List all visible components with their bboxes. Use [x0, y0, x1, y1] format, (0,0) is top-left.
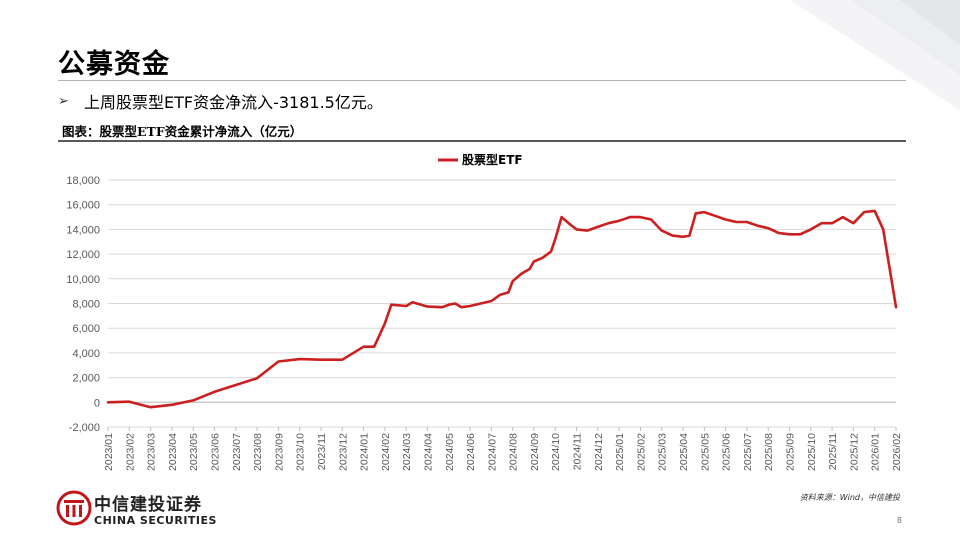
y-tick-label: -2,000 [69, 422, 100, 434]
y-tick-label: 0 [94, 397, 100, 409]
x-tick-label: 2025/02 [635, 433, 647, 471]
x-tick-label: 2023/05 [188, 433, 200, 471]
line-chart: -2,000 0 2,000 4,000 6,000 8,000 10,000 12,000 1… [66, 152, 903, 471]
x-tick-label: 2025/06 [721, 433, 733, 471]
page-title: 公募资金 [58, 49, 170, 80]
x-tick-label: 2024/12 [593, 433, 605, 471]
x-tick-label: 2023/03 [146, 433, 158, 471]
x-tick-label: 2023/07 [231, 433, 243, 471]
x-tick-label: 2025/01 [614, 433, 626, 471]
x-tick-label: 2023/02 [124, 433, 136, 471]
y-tick-label: 8,000 [72, 299, 100, 311]
x-tick-label: 2023/01 [103, 433, 115, 471]
x-tick-label: 2025/09 [785, 433, 797, 471]
y-tick-label: 18,000 [66, 175, 100, 187]
y-tick-label: 6,000 [72, 323, 100, 335]
x-tick-label: 2024/06 [465, 433, 477, 471]
chart-caption: 图表：股票型ETF资金累计净流入（亿元） [62, 124, 303, 139]
y-tick-label: 4,000 [72, 348, 100, 360]
x-tick-label: 2023/06 [209, 433, 221, 471]
x-tick-label: 2025/12 [848, 433, 860, 471]
x-tick-label: 2025/05 [699, 433, 711, 471]
x-tick-label: 2023/10 [295, 433, 307, 471]
x-tick-label: 2025/08 [763, 433, 775, 471]
legend-label: 股票型ETF [462, 152, 523, 167]
corner-decoration [790, 0, 960, 110]
x-tick-label: 2023/04 [167, 433, 179, 471]
x-tick-label: 2024/05 [444, 433, 456, 471]
bullet-text: 上周股票型ETF资金净流入-3181.5亿元。 [84, 93, 383, 112]
company-name-cn: 中信建投证券 [94, 495, 202, 515]
x-tick-label: 2023/08 [252, 433, 264, 471]
x-tick-label: 2024/04 [422, 433, 434, 471]
x-tick-label: 2024/11 [572, 433, 584, 470]
x-tick-label: 2025/03 [657, 433, 669, 471]
x-tick-label: 2026/02 [891, 433, 903, 471]
y-tick-label: 16,000 [66, 200, 100, 212]
x-tick-label: 2023/12 [337, 433, 349, 471]
arrow-bullet-icon: ➢ [58, 93, 69, 109]
x-tick-label: 2024/09 [529, 433, 541, 471]
x-tick-label: 2025/04 [678, 433, 690, 471]
x-tick-label: 2024/10 [550, 433, 562, 471]
y-tick-label: 2,000 [72, 373, 100, 385]
x-tick-label: 2024/02 [380, 433, 392, 471]
y-tick-label: 12,000 [66, 249, 100, 261]
x-tick-label: 2024/08 [508, 433, 520, 471]
bullet-point: ➢ 上周股票型ETF资金净流入-3181.5亿元。 [58, 89, 383, 113]
data-source: 资料来源：Wind，中信建投 [799, 493, 900, 502]
y-tick-label: 10,000 [66, 274, 100, 286]
page-number: 8 [896, 516, 902, 525]
y-tick-label: 14,000 [66, 224, 100, 236]
company-logo-icon [56, 490, 92, 526]
x-tick-label: 2023/09 [273, 433, 285, 471]
x-tick-label: 2025/07 [742, 433, 754, 471]
x-tick-label: 2026/01 [870, 433, 882, 471]
x-tick-label: 2024/07 [486, 433, 498, 471]
x-tick-label: 2024/01 [359, 433, 371, 471]
series-line [106, 209, 898, 409]
company-name-en: CHINA SECURITIES [94, 514, 217, 527]
x-tick-label: 2024/03 [401, 433, 413, 471]
x-tick-label: 2023/11 [316, 433, 328, 470]
title-divider [58, 80, 906, 81]
caption-divider [58, 140, 906, 142]
x-tick-label: 2025/10 [806, 433, 818, 471]
x-tick-label: 2025/11 [827, 433, 839, 470]
